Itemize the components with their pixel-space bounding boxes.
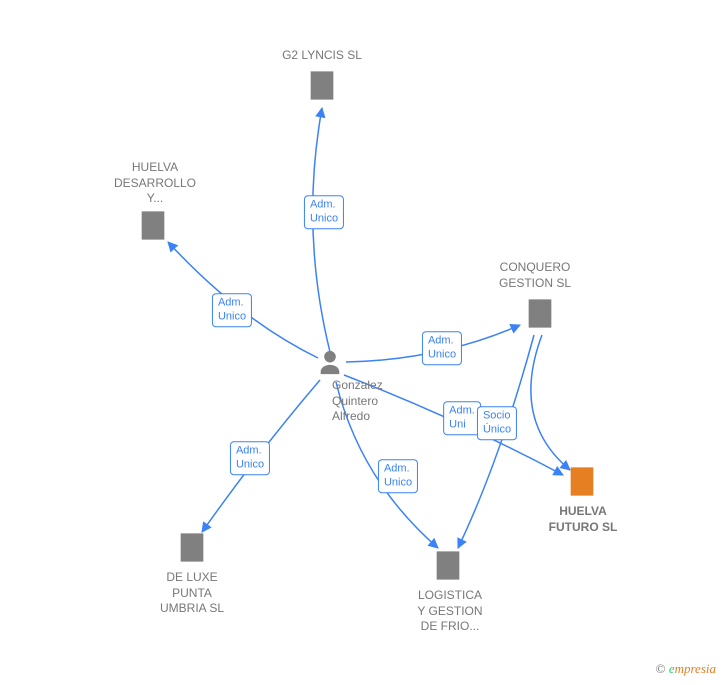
person-icon (316, 364, 344, 381)
company-node[interactable] (305, 69, 339, 108)
company-node[interactable] (565, 465, 599, 504)
brand-rest: mpresia (675, 661, 716, 676)
edge-label[interactable]: Adm. Unico (230, 441, 270, 475)
building-icon (175, 552, 209, 569)
building-icon (305, 90, 339, 107)
building-icon (431, 570, 465, 587)
edge-label[interactable]: Adm. Unico (378, 459, 418, 493)
edge-line (531, 335, 570, 470)
company-node[interactable] (136, 209, 170, 248)
edge-label[interactable]: Adm. Unico (212, 293, 252, 327)
building-icon (136, 230, 170, 247)
edges-layer (0, 0, 728, 685)
company-node[interactable] (431, 549, 465, 588)
company-node[interactable] (523, 297, 557, 336)
company-node[interactable] (175, 531, 209, 570)
edge-label[interactable]: Socio Único (477, 406, 517, 440)
building-icon (565, 486, 599, 503)
edge-label[interactable]: Adm. Unico (304, 195, 344, 229)
building-icon (523, 318, 557, 335)
edge-line (313, 108, 330, 352)
person-node[interactable] (316, 349, 344, 382)
edge-label[interactable]: Adm. Uni (443, 401, 481, 435)
diagram-canvas: Gonzalez Quintero AlfredoG2 LYNCIS SLHUE… (0, 0, 728, 685)
footer: © empresia (656, 661, 716, 677)
edge-label[interactable]: Adm. Unico (422, 331, 462, 365)
copyright-symbol: © (656, 661, 666, 676)
